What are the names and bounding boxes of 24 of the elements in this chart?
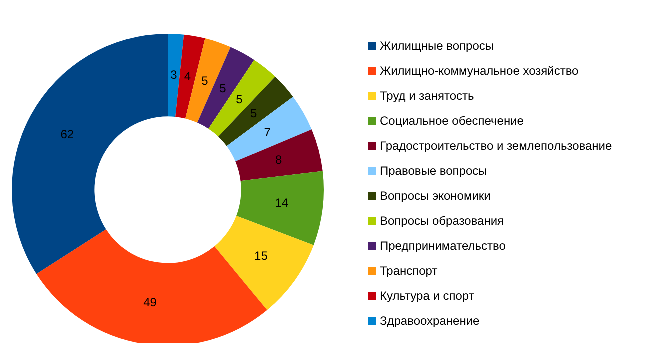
data-label: 4 — [184, 69, 192, 84]
data-label: 3 — [170, 68, 178, 82]
legend-label: Вопросы образования — [380, 214, 504, 228]
data-label: 14 — [275, 196, 289, 210]
data-label: 62 — [60, 127, 74, 142]
data-label: 7 — [264, 126, 272, 140]
legend-label: Культура и спорт — [380, 289, 474, 303]
legend-label: Жилищные вопросы — [380, 39, 494, 53]
legend-label: Правовые вопросы — [380, 164, 488, 178]
data-label: 5 — [220, 82, 227, 96]
data-label: 5 — [250, 106, 258, 120]
legend-label: Социальное обеспечение — [380, 114, 524, 128]
legend-label: Предпринимательство — [380, 239, 506, 253]
legend-label: Здравоохранение — [380, 314, 480, 328]
legend-label: Жилищно-коммунальное хозяйство — [380, 64, 579, 78]
data-label: 5 — [202, 74, 209, 88]
legend-label: Труд и занятость — [380, 89, 474, 103]
data-label: 49 — [144, 296, 158, 310]
data-label: 15 — [254, 249, 268, 264]
data-label: 5 — [236, 92, 244, 107]
data-label: 8 — [275, 152, 282, 167]
legend-label: Градостроительство и землепользование — [380, 139, 612, 153]
legend-label: Транспорт — [380, 264, 438, 278]
legend-label: Вопросы экономики — [380, 189, 491, 203]
